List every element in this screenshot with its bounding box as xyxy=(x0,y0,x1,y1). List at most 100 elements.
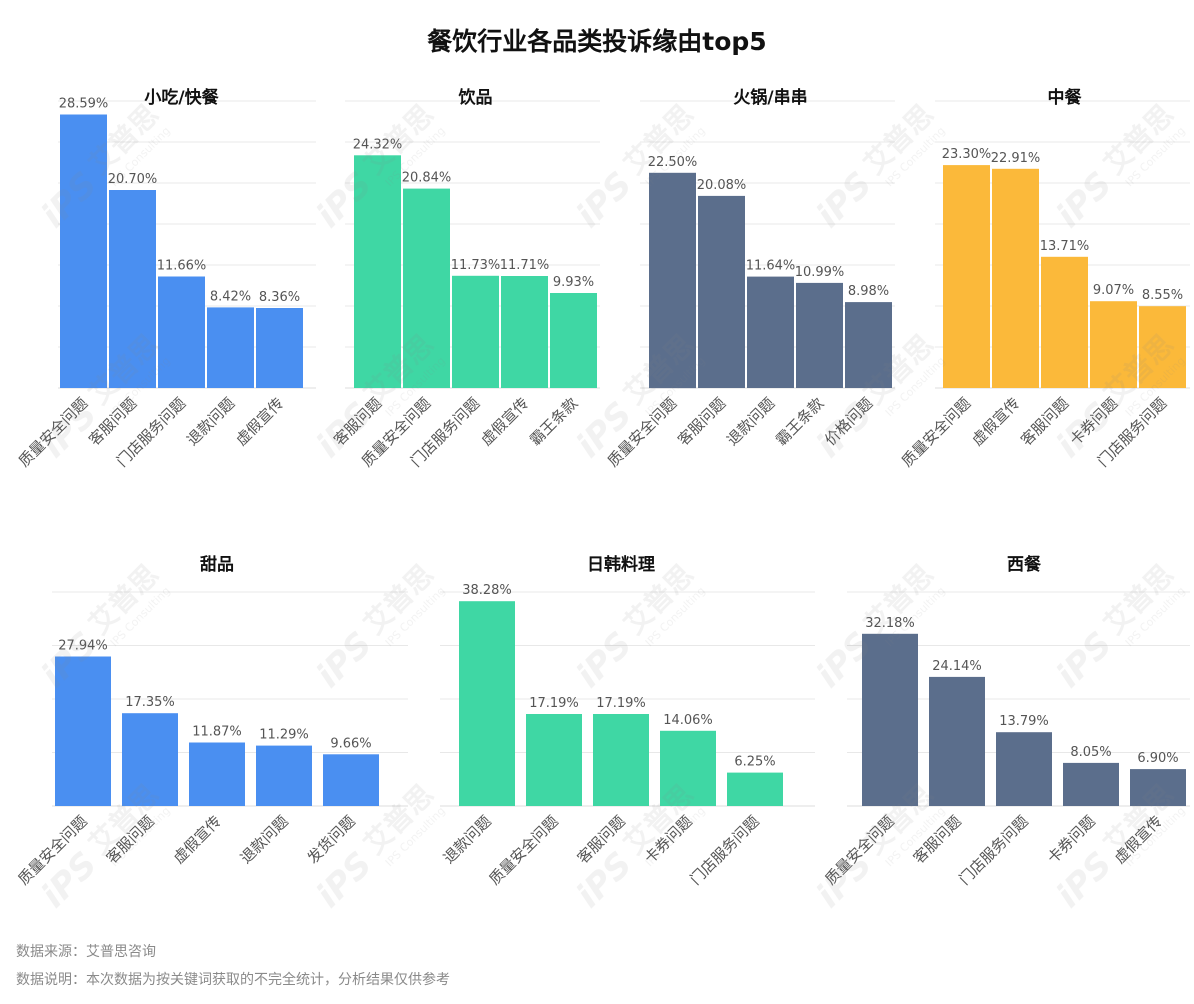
panel-title: 西餐 xyxy=(1007,554,1042,575)
svg-text:iPS: iPS xyxy=(809,844,880,915)
category-label: 门店服务问题 xyxy=(955,812,1031,888)
data-label: 14.06% xyxy=(663,713,713,728)
svg-text:iPS: iPS xyxy=(309,624,380,695)
data-label: 13.79% xyxy=(999,714,1049,729)
bar xyxy=(323,754,379,806)
data-label: 23.30% xyxy=(942,147,992,162)
data-label: 27.94% xyxy=(58,639,108,654)
category-label: 退款问题 xyxy=(440,812,495,867)
data-label: 11.87% xyxy=(192,725,242,740)
data-label: 32.18% xyxy=(865,616,915,631)
category-label: 质量安全问题 xyxy=(485,812,561,888)
data-label: 9.93% xyxy=(553,275,594,290)
data-label: 22.50% xyxy=(648,155,698,170)
bar xyxy=(55,656,111,806)
category-label: 退款问题 xyxy=(237,812,292,867)
bar xyxy=(649,172,696,389)
svg-text:iPS: iPS xyxy=(1049,624,1120,695)
data-label: 11.66% xyxy=(157,259,207,274)
data-label: 8.98% xyxy=(848,284,889,299)
bar xyxy=(354,155,401,388)
page-title: 餐饮行业各品类投诉缘由top5 xyxy=(427,27,767,56)
data-label: 8.42% xyxy=(210,289,251,304)
bar xyxy=(1041,256,1088,388)
bar xyxy=(862,633,918,806)
bar xyxy=(158,276,205,388)
data-label: 11.71% xyxy=(500,258,550,273)
bar xyxy=(452,275,499,388)
bar xyxy=(796,282,843,388)
data-label: 20.08% xyxy=(697,178,747,193)
data-label: 38.28% xyxy=(462,583,512,598)
data-label: 8.05% xyxy=(1070,745,1111,760)
category-label: 虚假宣传 xyxy=(477,394,532,449)
data-label: 10.99% xyxy=(795,265,845,280)
data-label: 20.70% xyxy=(108,172,158,187)
data-label: 6.25% xyxy=(734,755,775,770)
bar xyxy=(256,745,312,806)
panel-title: 甜品 xyxy=(200,554,234,575)
bar xyxy=(698,195,745,388)
data-label: 11.29% xyxy=(259,728,309,743)
bar xyxy=(1130,769,1186,806)
panel-title: 饮品 xyxy=(458,87,493,108)
bar xyxy=(660,730,716,806)
bar xyxy=(501,276,548,388)
bar xyxy=(1090,301,1137,388)
category-label: 虚假宣传 xyxy=(170,812,225,867)
data-label: 8.36% xyxy=(259,290,300,305)
svg-text:iPS: iPS xyxy=(809,164,880,235)
bar xyxy=(992,168,1039,388)
bar xyxy=(929,676,985,806)
svg-text:iPS: iPS xyxy=(34,394,105,465)
panel-title: 火锅/串串 xyxy=(733,87,807,108)
svg-text:iPS: iPS xyxy=(569,624,640,695)
data-label: 28.59% xyxy=(59,97,109,112)
category-label: 退款问题 xyxy=(723,394,778,449)
category-label: 门店服务问题 xyxy=(686,812,762,888)
category-label: 退款问题 xyxy=(183,394,238,449)
bar xyxy=(403,188,450,388)
svg-text:iPS: iPS xyxy=(1049,164,1120,235)
category-label: 虚假宣传 xyxy=(232,394,287,449)
data-label: 11.73% xyxy=(451,258,501,273)
panel-title: 日韩料理 xyxy=(587,554,655,575)
data-label: 13.71% xyxy=(1040,239,1090,254)
bar xyxy=(459,601,515,806)
bar xyxy=(60,114,107,388)
category-label: 客服问题 xyxy=(674,394,729,449)
data-description-note: 数据说明：本次数据为按关键词获取的不完全统计，分析结果仅供参考 xyxy=(16,972,450,988)
bar xyxy=(256,308,303,388)
bar xyxy=(1139,306,1186,388)
bar xyxy=(727,772,783,806)
bar xyxy=(1063,762,1119,806)
bar xyxy=(943,165,990,388)
data-label: 9.66% xyxy=(330,736,371,751)
bar xyxy=(550,293,597,388)
data-label: 11.64% xyxy=(746,259,796,274)
data-label: 17.19% xyxy=(529,696,579,711)
bar xyxy=(747,276,794,388)
bar xyxy=(207,307,254,388)
data-label: 22.91% xyxy=(991,151,1041,166)
panel-title: 小吃/快餐 xyxy=(144,87,219,108)
bar xyxy=(593,714,649,806)
bar xyxy=(122,713,178,806)
bar xyxy=(109,190,156,388)
data-label: 17.35% xyxy=(125,695,175,710)
category-label: 虚假宣传 xyxy=(968,394,1023,449)
bar xyxy=(189,742,245,806)
panel-title: 中餐 xyxy=(1048,87,1083,108)
data-label: 17.19% xyxy=(596,696,646,711)
bar xyxy=(996,732,1052,806)
data-label: 24.14% xyxy=(932,659,982,674)
bar xyxy=(845,302,892,388)
data-source-note: 数据来源：艾普思咨询 xyxy=(16,944,156,960)
